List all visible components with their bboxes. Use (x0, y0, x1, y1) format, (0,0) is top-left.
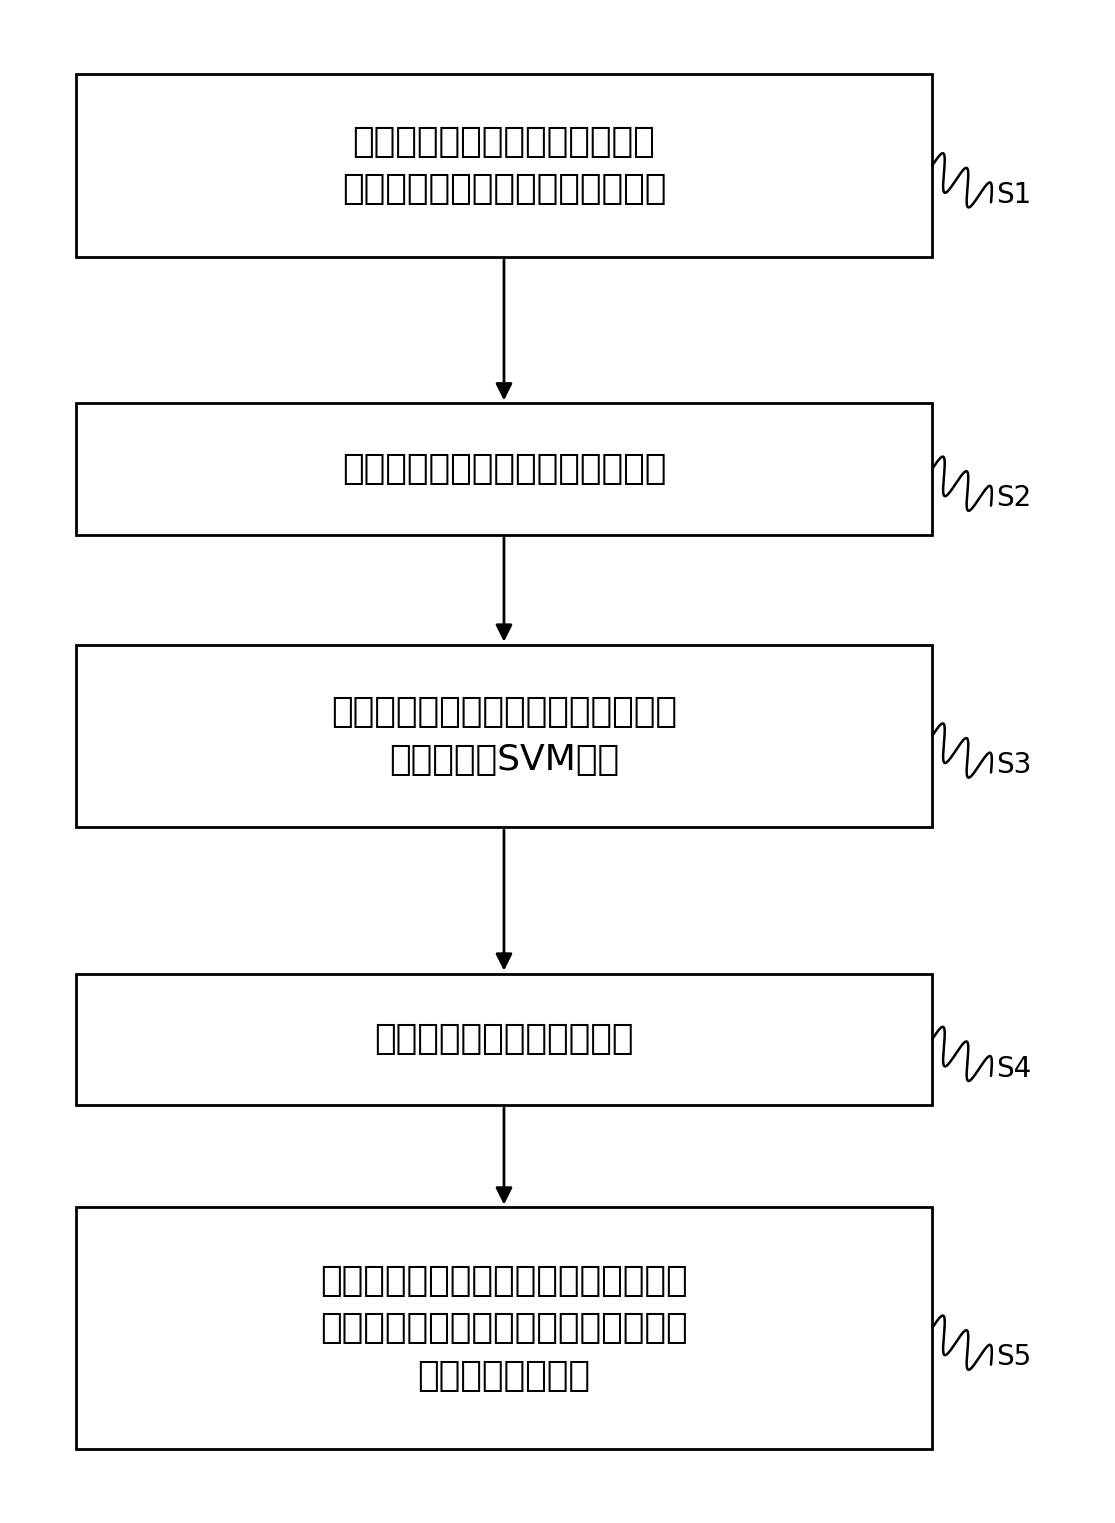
Text: S2: S2 (997, 484, 1031, 512)
Text: S1: S1 (997, 181, 1031, 209)
Text: 计算待测样本的森林火险发生概率，并
根据所述待测样本的森林火险发生概率
判定森林火险等级: 计算待测样本的森林火险发生概率，并 根据所述待测样本的森林火险发生概率 判定森林… (320, 1264, 688, 1392)
Text: 构建森林火险发生概率模型: 构建森林火险发生概率模型 (375, 1022, 633, 1057)
Text: 获取所述建模样本对应的气象因子: 获取所述建模样本对应的气象因子 (342, 452, 666, 486)
Bar (76, 973, 932, 1106)
Text: S4: S4 (997, 1054, 1031, 1083)
Bar (76, 1208, 932, 1448)
Bar (76, 644, 932, 827)
Text: 基于所述建模样本对应的气象因子，
构建单分类SVM模型: 基于所述建模样本对应的气象因子， 构建单分类SVM模型 (331, 694, 677, 777)
Text: S3: S3 (997, 751, 1031, 780)
Text: S5: S5 (997, 1343, 1031, 1371)
Bar (76, 404, 932, 535)
Text: 以天为样本单位，根据火灾数据
选取发生火灾的样本作为建模样本: 以天为样本单位，根据火灾数据 选取发生火灾的样本作为建模样本 (342, 125, 666, 207)
Bar (76, 75, 932, 257)
